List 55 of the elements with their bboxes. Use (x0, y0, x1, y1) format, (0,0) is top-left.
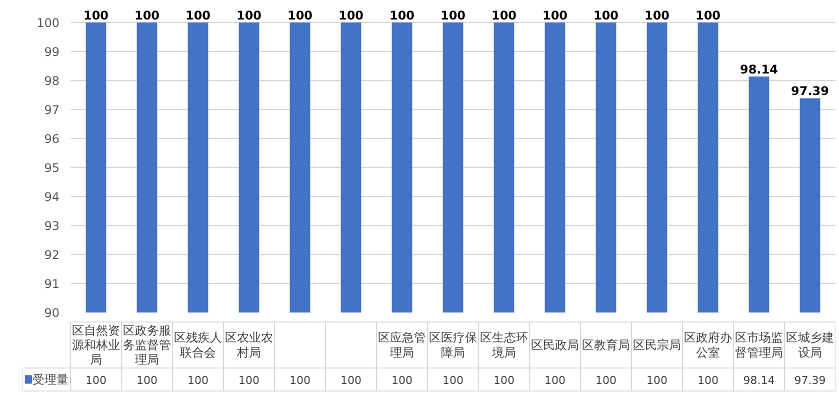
data-label: 100 (544, 374, 566, 387)
text: 100 (287, 8, 313, 22)
y-tick-label: 94 (44, 190, 60, 204)
x-tick-label: 区医疗保障局 (429, 330, 477, 360)
data-label: 97.39 (794, 374, 826, 387)
legend-label: 受理量 (32, 372, 68, 386)
data-label: 100 (238, 374, 260, 387)
text: 100 (440, 8, 466, 22)
data-label: 100 (646, 374, 668, 387)
y-tick-label: 91 (44, 277, 60, 291)
x-tick-label: 区生态环境局 (480, 330, 528, 360)
x-tick-label: 区民宗局 (633, 338, 681, 352)
y-tick-label: 100 (36, 16, 60, 30)
y-tick-label: 96 (44, 132, 60, 146)
data-label: 100 (392, 374, 412, 387)
data-label: 98.14 (743, 374, 775, 387)
x-tick-label: 区政府办公室 (684, 330, 732, 360)
x-tick-label: 区农业农村局 (225, 330, 273, 360)
y-tick-label: 92 (44, 248, 60, 262)
text: 100 (83, 8, 109, 22)
text: 100 (134, 8, 160, 22)
text: 100 (695, 8, 721, 22)
y-tick-label: 98 (44, 74, 60, 88)
data-label: 100 (596, 374, 616, 387)
text: 97.39 (791, 84, 829, 98)
text: 100 (236, 8, 262, 22)
data-label: 100 (86, 374, 106, 387)
data-label: 100 (136, 374, 158, 387)
x-tick-label: 区应急管理局 (378, 330, 426, 360)
text: 98.14 (740, 62, 778, 76)
x-tick-label: 区自然资源和林业局 (72, 323, 120, 367)
text: 100 (185, 8, 211, 22)
y-tick-label: 95 (44, 161, 60, 175)
data-label: 100 (340, 374, 362, 387)
x-tick-label: 区政务服务监督管理局 (123, 323, 171, 367)
y-tick-label: 99 (44, 45, 60, 59)
y-tick-label: 97 (44, 103, 60, 117)
x-tick-label: 区残疾人联合会 (174, 330, 222, 360)
x-tick-label: 区市场监督管理局 (735, 330, 783, 360)
text: 100 (593, 8, 619, 22)
data-label: 100 (698, 374, 718, 387)
text: 100 (644, 8, 670, 22)
x-tick-label: 区教育局 (582, 338, 630, 352)
data-label: 100 (494, 374, 514, 387)
data-label: 100 (188, 374, 208, 387)
text: 100 (491, 8, 517, 22)
data-label: 100 (442, 374, 464, 387)
text: 100 (338, 8, 364, 22)
text: 100 (389, 8, 415, 22)
y-tick-label: 93 (44, 219, 60, 233)
x-tick-label: 区城乡建设局 (786, 330, 834, 360)
x-tick-label: 区民政局 (531, 338, 579, 352)
y-tick-label: 90 (44, 306, 60, 320)
text: 100 (542, 8, 568, 22)
data-label: 100 (290, 374, 310, 387)
